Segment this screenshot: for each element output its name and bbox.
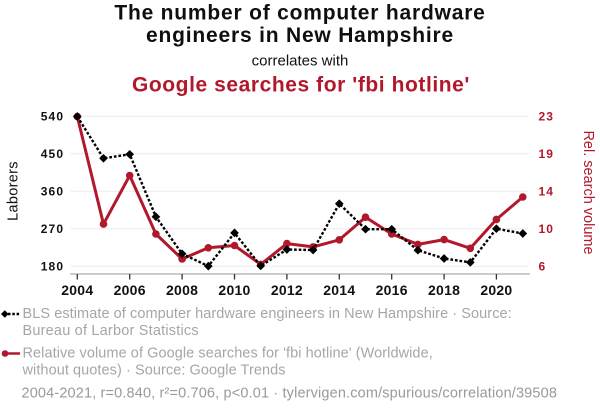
svg-text:540: 540 xyxy=(41,110,64,124)
svg-text:Laborers: Laborers xyxy=(6,161,22,221)
svg-text:2014: 2014 xyxy=(323,282,355,298)
svg-text:180: 180 xyxy=(41,260,64,274)
svg-text:23: 23 xyxy=(539,110,555,124)
svg-text:Relative volume of Google sear: Relative volume of Google searches for '… xyxy=(23,346,433,362)
svg-text:270: 270 xyxy=(41,222,64,236)
svg-text:19: 19 xyxy=(539,147,555,161)
svg-text:2012: 2012 xyxy=(271,282,303,298)
svg-text:6: 6 xyxy=(539,260,547,274)
svg-text:2016: 2016 xyxy=(376,282,408,298)
svg-text:450: 450 xyxy=(41,147,64,161)
svg-text:2006: 2006 xyxy=(114,282,146,298)
svg-text:2008: 2008 xyxy=(166,282,198,298)
svg-text:Google searches for 'fbi hotli: Google searches for 'fbi hotline' xyxy=(132,73,470,96)
svg-text:BLS estimate of computer hardw: BLS estimate of computer hardware engine… xyxy=(23,306,512,322)
svg-text:without quotes) · Source: Goog: without quotes) · Source: Google Trends xyxy=(22,363,286,379)
svg-text:engineers in New Hampshire: engineers in New Hampshire xyxy=(146,24,454,47)
svg-text:2004: 2004 xyxy=(61,282,93,298)
svg-text:Bureau of Larbor Statistics: Bureau of Larbor Statistics xyxy=(23,323,199,339)
svg-text:2010: 2010 xyxy=(218,282,250,298)
svg-text:14: 14 xyxy=(539,185,555,199)
svg-text:360: 360 xyxy=(41,185,64,199)
svg-text:correlates with: correlates with xyxy=(252,53,349,70)
svg-text:2020: 2020 xyxy=(480,282,512,298)
svg-text:The number of computer hardwar: The number of computer hardware xyxy=(114,2,485,25)
svg-text:2018: 2018 xyxy=(428,282,460,298)
svg-text:10: 10 xyxy=(539,222,555,236)
svg-text:Rel. search volume: Rel. search volume xyxy=(580,130,596,254)
svg-text:2004-2021, r=0.840, r²=0.706,: 2004-2021, r=0.840, r²=0.706, p<0.01 · t… xyxy=(22,385,558,401)
